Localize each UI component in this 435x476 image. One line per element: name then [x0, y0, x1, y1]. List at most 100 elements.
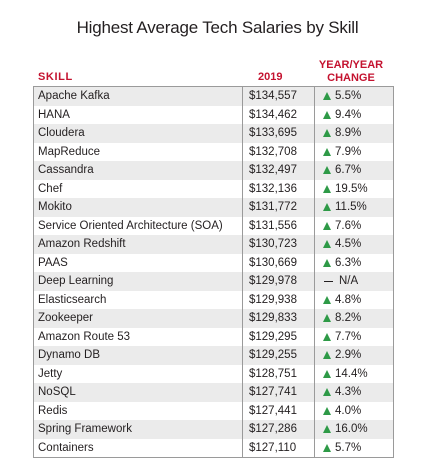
change-value: 6.7% — [335, 164, 362, 177]
column-header-skill: SKILL — [38, 71, 73, 83]
up-arrow-icon — [323, 221, 331, 230]
up-arrow-icon — [323, 369, 331, 378]
change-cell: 7.6% — [315, 217, 393, 236]
change-cell: 11.5% — [315, 198, 393, 217]
change-value: 16.0% — [335, 423, 368, 436]
up-arrow-icon — [323, 240, 331, 249]
salary-cell: $132,136 — [243, 179, 315, 198]
change-value: 7.6% — [335, 219, 362, 232]
change-cell: 9.4% — [315, 106, 393, 125]
table-row: Spring Framework $127,286 16.0% — [34, 420, 393, 439]
salary-cell: $129,833 — [243, 309, 315, 328]
up-arrow-icon — [323, 166, 331, 175]
table-row: HANA $134,462 9.4% — [34, 105, 393, 125]
table-row: MapReduce $132,708 7.9% — [34, 142, 393, 161]
table-row: Dynamo DB $129,255 2.9% — [34, 346, 393, 365]
salary-cell: $130,723 — [243, 235, 315, 254]
change-cell: 5.7% — [315, 439, 393, 458]
table-row: Elasticsearch $129,938 4.8% — [34, 290, 393, 310]
skill-cell: Service Oriented Architecture (SOA) — [34, 216, 243, 235]
table-row: Cloudera $133,695 8.9% — [34, 124, 393, 143]
salary-cell: $129,255 — [243, 346, 315, 365]
change-value: 4.3% — [335, 386, 362, 399]
up-arrow-icon — [323, 425, 331, 434]
change-value: 4.5% — [335, 238, 362, 251]
dash-icon — [324, 280, 333, 282]
up-arrow-icon — [323, 184, 331, 193]
salary-cell: $133,695 — [243, 124, 315, 143]
change-value: 4.0% — [335, 404, 362, 417]
change-value: 7.9% — [335, 145, 362, 158]
salary-cell: $131,556 — [243, 216, 315, 235]
up-arrow-icon — [323, 258, 331, 267]
salary-cell: $128,751 — [243, 364, 315, 383]
change-value: 4.8% — [335, 293, 362, 306]
skill-cell: Spring Framework — [34, 420, 243, 439]
skill-cell: Cassandra — [34, 161, 243, 180]
table-row: Containers $127,110 5.7% — [34, 438, 393, 458]
change-cell: 4.3% — [315, 383, 393, 402]
salary-cell: $134,462 — [243, 105, 315, 124]
skill-cell: Chef — [34, 179, 243, 198]
skill-cell: Redis — [34, 401, 243, 420]
change-cell: 19.5% — [315, 180, 393, 199]
salary-cell: $127,110 — [243, 438, 315, 457]
change-cell: 4.5% — [315, 235, 393, 254]
skill-cell: Amazon Redshift — [34, 235, 243, 254]
table-row: PAAS $130,669 6.3% — [34, 253, 393, 273]
change-value: 5.5% — [335, 90, 362, 103]
up-arrow-icon — [323, 92, 331, 101]
change-cell: 4.8% — [315, 291, 393, 310]
salary-cell: $129,978 — [243, 272, 315, 291]
table-row: Service Oriented Architecture (SOA) $131,… — [34, 216, 393, 236]
change-value: 6.3% — [335, 256, 362, 269]
change-value: 8.2% — [335, 312, 362, 325]
table-row: NoSQL $127,741 4.3% — [34, 383, 393, 402]
up-arrow-icon — [323, 129, 331, 138]
salary-cell: $130,669 — [243, 253, 315, 272]
salary-cell: $132,708 — [243, 142, 315, 161]
skill-cell: Jetty — [34, 364, 243, 383]
up-arrow-icon — [323, 314, 331, 323]
up-arrow-icon — [323, 388, 331, 397]
change-cell: 8.2% — [315, 309, 393, 328]
change-cell: 6.7% — [315, 161, 393, 180]
change-value: 19.5% — [335, 182, 368, 195]
change-cell: 5.5% — [315, 87, 393, 106]
table-row: Jetty $128,751 14.4% — [34, 364, 393, 384]
up-arrow-icon — [323, 203, 331, 212]
table-row: Zookeeper $129,833 8.2% — [34, 309, 393, 328]
up-arrow-icon — [323, 332, 331, 341]
chart-title: Highest Average Tech Salaries by Skill — [76, 18, 359, 37]
change-cell: 6.3% — [315, 254, 393, 273]
skill-cell: PAAS — [34, 253, 243, 272]
skill-cell: Cloudera — [34, 124, 243, 143]
skill-cell: Containers — [34, 438, 243, 457]
skill-cell: Apache Kafka — [34, 87, 243, 106]
skill-cell: MapReduce — [34, 142, 243, 161]
change-cell: 14.4% — [315, 365, 393, 384]
column-header-change-line: YEAR/YEAR — [318, 59, 384, 71]
skill-cell: Deep Learning — [34, 272, 243, 291]
change-value: 5.7% — [335, 441, 362, 454]
change-cell: 2.9% — [315, 346, 393, 365]
change-cell: 8.9% — [315, 124, 393, 143]
salary-cell: $132,497 — [243, 161, 315, 180]
table-row: Amazon Redshift $130,723 4.5% — [34, 235, 393, 254]
change-cell: 4.0% — [315, 402, 393, 421]
up-arrow-icon — [323, 406, 331, 415]
change-cell: 16.0% — [315, 420, 393, 439]
change-cell: N/A — [315, 272, 393, 291]
table-row: Apache Kafka $134,557 5.5% — [34, 87, 393, 106]
change-value: 8.9% — [335, 127, 362, 140]
salary-cell: $127,741 — [243, 383, 315, 402]
skill-cell: Zookeeper — [34, 309, 243, 328]
salary-cell: $131,772 — [243, 198, 315, 217]
change-value: 7.7% — [335, 330, 362, 343]
skill-cell: Mokito — [34, 198, 243, 217]
change-value: 11.5% — [335, 201, 367, 214]
column-header-2019: 2019 — [258, 71, 283, 83]
salary-cell: $127,441 — [243, 401, 315, 420]
change-cell: 7.7% — [315, 328, 393, 347]
salary-table: Apache Kafka $134,557 5.5% HANA $134,462 9.4%… — [33, 86, 394, 458]
